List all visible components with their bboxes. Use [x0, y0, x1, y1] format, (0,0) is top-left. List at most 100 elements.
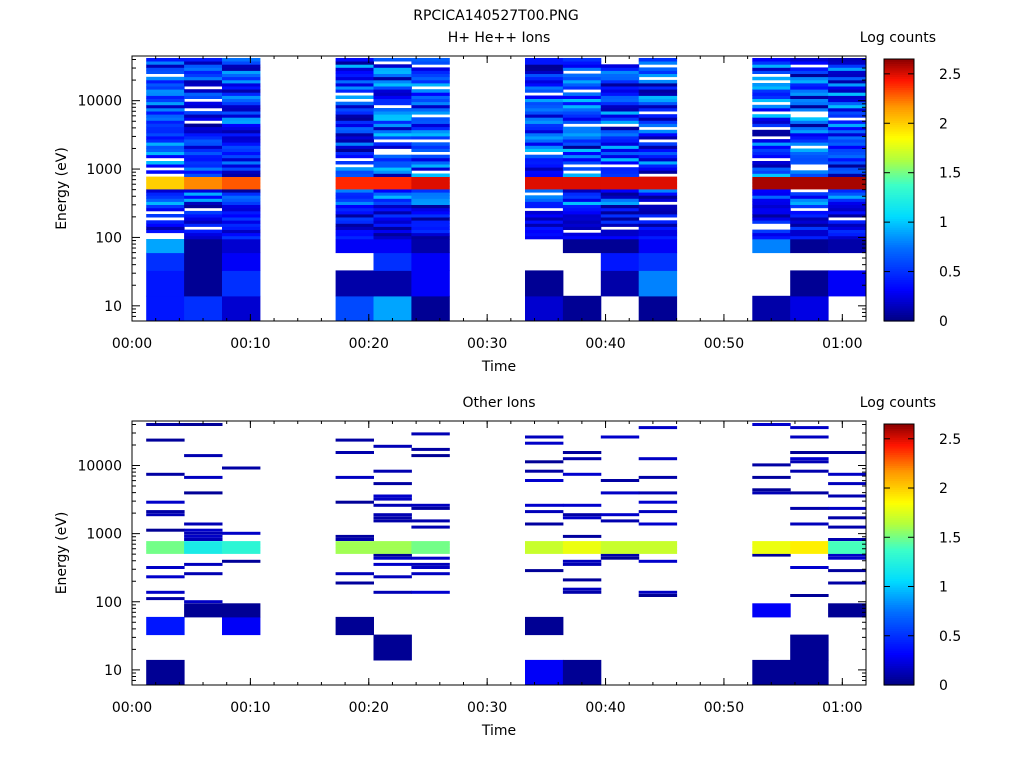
heatmap-cell — [562, 161, 602, 165]
colorbar-swatch — [884, 645, 914, 649]
heatmap-cell — [146, 108, 185, 112]
colorbar-swatch — [884, 115, 914, 119]
heatmap-cell — [790, 226, 829, 230]
heatmap-cell — [184, 235, 223, 240]
colorbar-swatch — [884, 593, 914, 597]
heatmap-cell — [600, 157, 640, 162]
heatmap-cell — [790, 120, 829, 124]
colorbar-swatch — [884, 290, 914, 294]
colorbar-swatch — [884, 310, 914, 313]
heatmap-cell — [335, 616, 374, 636]
heatmap-cell — [335, 161, 374, 165]
heatmap-cell — [562, 120, 602, 124]
heatmap-cell — [222, 108, 261, 112]
heatmap-cell — [638, 226, 678, 230]
heatmap-cell — [373, 164, 412, 168]
colorbar-swatch — [884, 656, 914, 660]
heatmap-cell — [184, 198, 223, 202]
heatmap-cell — [411, 167, 450, 171]
y-tick-label: 10 — [104, 299, 122, 315]
colorbar-swatch — [884, 654, 914, 658]
heatmap-cell — [146, 104, 185, 109]
heatmap-cell — [752, 189, 791, 193]
heatmap-cell — [146, 500, 185, 504]
heatmap-cell — [335, 123, 374, 128]
heatmap-cell — [828, 132, 867, 137]
heatmap-cell — [525, 616, 564, 636]
heatmap-cell — [411, 98, 450, 103]
heatmap-cell — [790, 79, 829, 84]
heatmap-cell — [562, 64, 602, 68]
heatmap-cell — [828, 108, 867, 112]
heatmap-cell — [562, 86, 602, 90]
heatmap-cell — [562, 151, 602, 156]
colorbar-swatch — [884, 139, 914, 143]
heatmap-cell — [525, 195, 564, 199]
colorbar-swatch — [884, 628, 914, 632]
heatmap-cell — [146, 214, 185, 218]
heatmap-cell — [222, 616, 261, 636]
heatmap-cell — [335, 195, 374, 199]
heatmap-cell — [411, 117, 450, 121]
heatmap-cell — [600, 547, 640, 551]
heatmap-cell — [146, 123, 185, 128]
heatmap-cell — [790, 176, 829, 181]
heatmap-cell — [638, 210, 678, 215]
heatmap-cell — [146, 597, 185, 601]
heatmap-cell — [411, 252, 450, 271]
heatmap-cell — [562, 129, 602, 134]
heatmap-cell — [373, 161, 412, 165]
colorbar-swatch — [884, 299, 914, 302]
heatmap-cell — [146, 86, 185, 90]
heatmap-cell — [222, 117, 261, 121]
heatmap-cell — [600, 182, 640, 187]
heatmap-cell — [146, 220, 185, 224]
heatmap-cell — [752, 547, 791, 551]
heatmap-cell — [525, 214, 564, 218]
colorbar-swatch — [884, 678, 914, 682]
heatmap-cell — [525, 503, 564, 507]
heatmap-cell — [373, 562, 412, 566]
heatmap-cell — [411, 154, 450, 159]
heatmap-cell — [752, 179, 791, 184]
heatmap-cell — [600, 185, 640, 190]
colorbar-swatch — [884, 316, 914, 320]
heatmap-cell — [222, 559, 261, 563]
colorbar-swatch — [884, 617, 914, 621]
colorbar-swatch — [884, 159, 914, 163]
heatmap-cell — [146, 64, 185, 68]
heatmap-cell — [638, 590, 678, 594]
colorbar-swatch — [884, 561, 914, 564]
heatmap-cell — [373, 114, 412, 118]
heatmap-cell — [790, 86, 829, 90]
x-tick-label: 00:50 — [704, 336, 744, 352]
heatmap-cell — [146, 95, 185, 99]
heatmap-cell — [828, 201, 867, 205]
heatmap-cell — [222, 101, 261, 106]
heatmap-cell — [638, 101, 678, 106]
heatmap-cell — [146, 98, 185, 103]
heatmap-cell — [752, 145, 791, 149]
heatmap-cell — [790, 101, 829, 106]
heatmap-cell — [373, 575, 412, 579]
heatmap-cell — [790, 544, 829, 548]
heatmap-cell — [146, 114, 185, 118]
heatmap-cell — [638, 559, 678, 563]
heatmap-cell — [146, 111, 185, 115]
heatmap-cell — [335, 538, 374, 541]
heatmap-cell — [222, 550, 261, 554]
x-tick-label: 00:00 — [112, 336, 152, 352]
colorbar-swatch — [884, 155, 914, 158]
heatmap-cell — [828, 123, 867, 128]
colorbar-swatch — [884, 489, 914, 493]
heatmap-cell — [638, 73, 678, 78]
heatmap-cell — [790, 58, 829, 62]
heatmap-cell — [184, 295, 223, 322]
heatmap-cell — [525, 469, 564, 473]
heatmap-cell — [790, 220, 829, 224]
heatmap-cell — [222, 214, 261, 218]
colorbar-swatch — [884, 493, 914, 497]
heatmap-cell — [752, 95, 791, 99]
heatmap-cell — [562, 547, 602, 551]
heatmap-cell — [411, 70, 450, 74]
